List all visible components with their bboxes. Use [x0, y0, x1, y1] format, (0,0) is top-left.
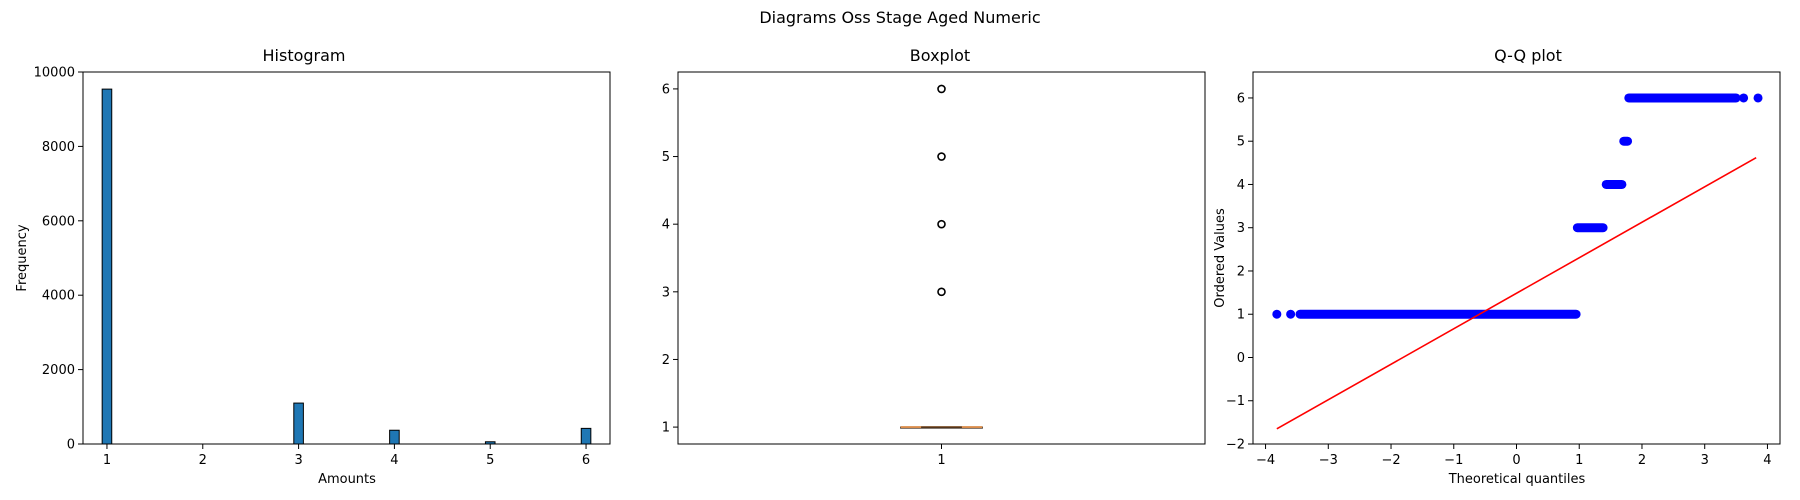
qq-ytick-label: −1 — [1226, 394, 1245, 409]
qq-ytick-label: 3 — [1237, 221, 1245, 236]
qq-xtick-label: 3 — [1701, 453, 1709, 468]
histogram-ytick-label: 0 — [67, 438, 75, 453]
boxplot-ytick-label: 3 — [662, 285, 670, 300]
qq-ytick-label: 2 — [1237, 264, 1245, 279]
histogram-ytick-label: 2000 — [42, 363, 75, 378]
boxplot-outlier — [937, 219, 946, 229]
qq-xtick-label: 1 — [1575, 453, 1583, 468]
qq-marks — [1272, 93, 1763, 430]
qq-xtick-label: 2 — [1638, 453, 1646, 468]
histogram-ylabel: Frequency — [15, 224, 30, 291]
qq-point — [1272, 309, 1282, 319]
qq-ylabel: Ordered Values — [1213, 208, 1228, 308]
boxplot-ytick-label: 1 — [662, 421, 670, 436]
histogram-bar — [389, 429, 400, 445]
boxplot-axes-frame — [677, 71, 1206, 445]
qq-ytick-label: 4 — [1237, 178, 1245, 193]
histogram-ytick-label: 6000 — [42, 214, 75, 229]
boxplot-outlier — [937, 152, 946, 161]
histogram-xtick-label: 5 — [486, 453, 494, 468]
qq-xtick-label: −2 — [1381, 453, 1400, 468]
boxplot-ytick-label: 6 — [662, 82, 670, 97]
histogram-xtick-label: 3 — [294, 453, 302, 468]
boxplot-ytick-label: 4 — [662, 218, 670, 233]
qq-xlabel: Theoretical quantiles — [1448, 472, 1586, 487]
qq-ytick-label: 5 — [1237, 135, 1245, 150]
qq-xtick-label: −1 — [1444, 453, 1463, 468]
histogram-bar — [580, 427, 592, 445]
histogram-title: Histogram — [263, 46, 346, 65]
qq-point — [1753, 93, 1763, 103]
histogram-ytick-label: 8000 — [42, 140, 75, 155]
qq-xtick-label: 0 — [1512, 453, 1520, 468]
histogram-ticks: 1 2 3 4 5 6 0 2000 4000 6000 8000 10000 — [34, 66, 591, 469]
histogram-ytick-label: 4000 — [42, 289, 75, 304]
qq-fit-line — [1276, 156, 1757, 430]
boxplot-ytick-label: 5 — [662, 150, 670, 165]
qq-axes-frame — [1252, 71, 1781, 445]
qq-ytick-label: 6 — [1237, 91, 1245, 106]
qq-title: Q-Q plot — [1494, 46, 1562, 65]
figure-title: Diagrams Oss Stage Aged Numeric — [759, 8, 1040, 27]
boxplot-ytick-label: 2 — [662, 353, 670, 368]
boxplot-ticks: 1 1 2 3 4 5 6 — [662, 82, 946, 468]
histogram-ytick-label: 10000 — [34, 66, 75, 81]
boxplot-title: Boxplot — [910, 46, 970, 65]
qq-ytick-label: −2 — [1226, 438, 1245, 453]
histogram-xlabel: Amounts — [318, 472, 376, 487]
qq-xtick-label: −3 — [1319, 453, 1338, 468]
histogram-bars — [101, 88, 592, 445]
histogram-xtick-label: 1 — [103, 453, 111, 468]
histogram-bar — [293, 402, 304, 445]
histogram-axes-frame — [82, 71, 611, 445]
qq-panel: Q-Q plot −4 −3 −2 −1 0 1 2 3 4 −2 −1 0 1 2 3 4 5 6 Theore… — [1213, 46, 1781, 487]
boxplot-outlier — [937, 84, 946, 94]
qq-ytick-label: 0 — [1237, 351, 1245, 366]
histogram-xtick-label: 2 — [199, 453, 207, 468]
qq-point — [1286, 309, 1296, 319]
histogram-xtick-label: 4 — [390, 453, 398, 468]
histogram-xtick-label: 6 — [582, 453, 590, 468]
qq-ticks: −4 −3 −2 −1 0 1 2 3 4 −2 −1 0 1 2 3 4 5 6 — [1226, 91, 1772, 468]
boxplot-outlier — [937, 287, 946, 297]
histogram-panel: Histogram 1 2 3 4 5 6 0 2000 4000 6000 8000 10000 A… — [15, 46, 611, 487]
qq-xtick-label: −4 — [1256, 453, 1275, 468]
boxplot-xtick-label: 1 — [937, 453, 945, 468]
histogram-bar — [101, 88, 113, 445]
boxplot-panel: Boxplot 1 1 2 3 4 5 6 — [662, 46, 1206, 468]
boxplot-marks — [900, 84, 983, 429]
qq-point — [1739, 93, 1749, 103]
qq-ytick-label: 1 — [1237, 308, 1245, 323]
qq-xtick-label: 4 — [1763, 453, 1771, 468]
